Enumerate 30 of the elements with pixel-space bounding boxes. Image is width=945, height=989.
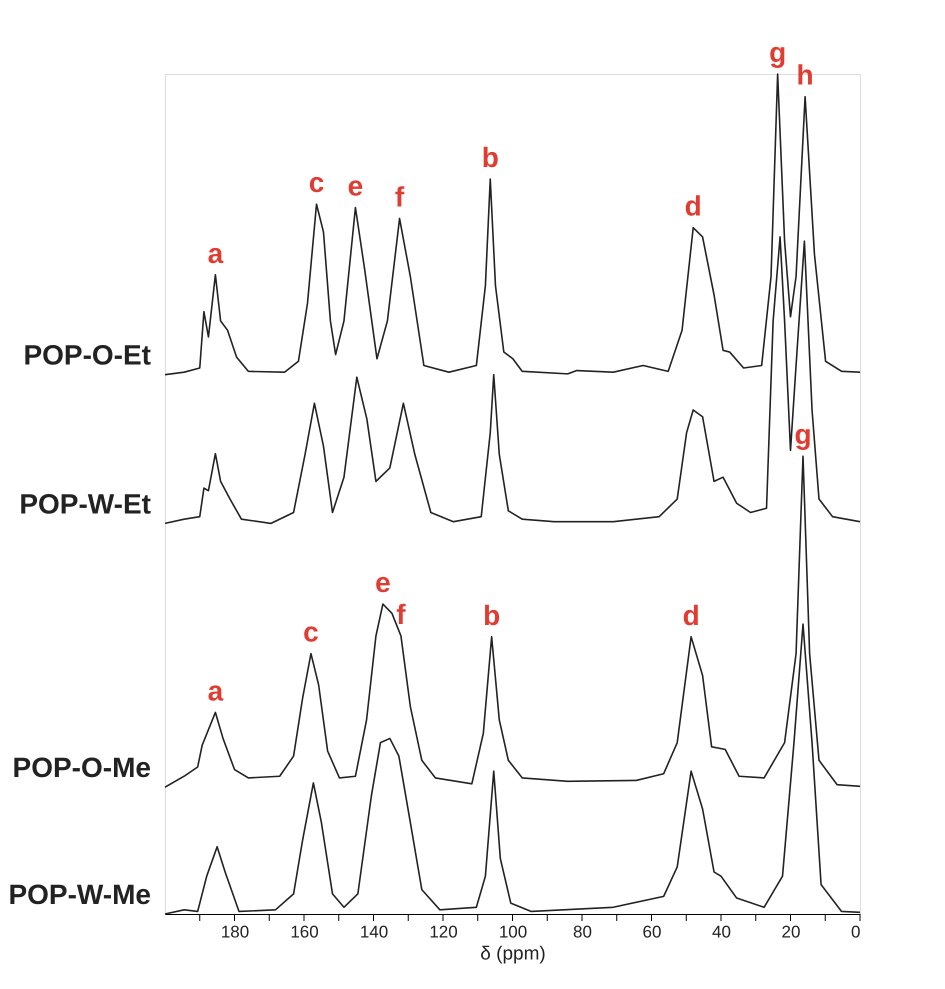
annotation: e: [348, 170, 364, 202]
x-tick-label: 0: [851, 922, 860, 942]
x-tick-label: 60: [642, 922, 662, 942]
annotation: d: [684, 190, 702, 222]
annotation: g: [794, 419, 812, 450]
series-label: POP-W-Et: [19, 488, 151, 520]
x-tick-label: 120: [429, 922, 458, 942]
x-axis-title: δ (ppm): [480, 944, 546, 964]
x-tick-label: 100: [498, 922, 528, 942]
x-tick-label: 40: [712, 922, 731, 942]
series-label: POP-W-Me: [8, 879, 151, 910]
annotation: d: [682, 600, 700, 631]
annotation: a: [208, 675, 224, 706]
series-label: POP-O-Me: [12, 752, 151, 784]
x-tick-label: 20: [782, 922, 800, 942]
annotation: c: [303, 616, 319, 648]
annotation: b: [483, 600, 500, 631]
x-tick-label: 80: [573, 922, 592, 942]
x-tick-label: 140: [360, 922, 388, 942]
annotation: a: [208, 238, 224, 269]
annotation: f: [396, 598, 406, 630]
annotation: f: [394, 181, 405, 212]
annotation: b: [482, 142, 499, 173]
annotation: e: [375, 567, 391, 598]
annotation: c: [308, 167, 324, 198]
x-tick-label: 160: [290, 922, 319, 942]
series-label: POP-O-Et: [23, 340, 151, 371]
annotation: g: [769, 37, 786, 68]
x-tick-label: 180: [220, 922, 250, 942]
annotation: h: [796, 60, 814, 91]
